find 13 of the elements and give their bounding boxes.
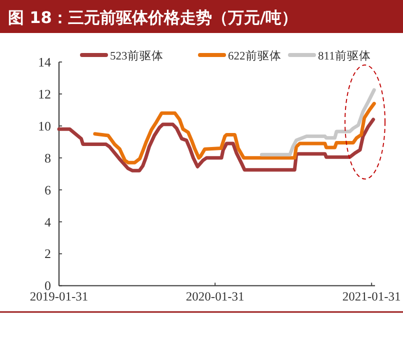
y-tick-label: 6 xyxy=(44,182,52,198)
y-tick-label: 2 xyxy=(44,246,51,262)
chart-title: 图 18：三元前驱体价格走势（万元/吨） xyxy=(8,8,298,27)
x-tick-label: 2021-01-31 xyxy=(342,290,401,304)
y-tick-label: 12 xyxy=(38,86,51,102)
y-tick-label: 8 xyxy=(44,150,51,166)
y-tick-label: 10 xyxy=(38,118,51,134)
y-tick-label: 4 xyxy=(44,214,52,230)
legend-label: 811前驱体 xyxy=(318,50,371,62)
y-tick-label: 14 xyxy=(38,54,52,70)
legend-label: 622前驱体 xyxy=(228,50,282,62)
legend-label: 523前驱体 xyxy=(110,50,164,62)
x-tick-label: 2020-01-31 xyxy=(186,290,244,304)
